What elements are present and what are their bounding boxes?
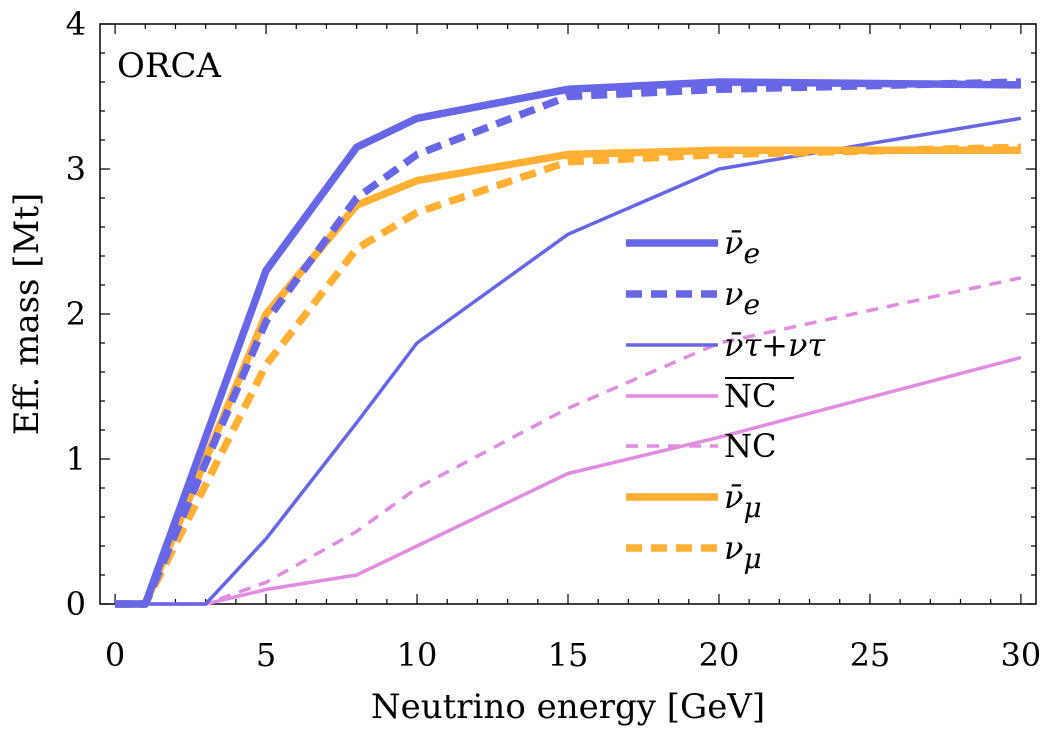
x-tick-label: 0 [105, 636, 125, 674]
legend-label: νe [724, 275, 760, 321]
legend-label: ν̄τ+ντ [724, 326, 826, 364]
y-tick-label: 4 [66, 5, 86, 43]
axis-ticks: 0 5 10 15 20 25 30 0 1 2 3 4 [66, 5, 1042, 674]
legend-label: ν̄μ [724, 478, 762, 524]
y-tick-label: 3 [66, 150, 86, 188]
legend-label: NC [724, 377, 776, 415]
y-tick-label: 2 [66, 295, 86, 333]
x-tick-label: 15 [548, 636, 589, 674]
x-tick-label: 25 [850, 636, 891, 674]
series-line [115, 355, 1022, 606]
legend: ν̄e νe ν̄τ+ντ NC NC ν̄μ νμ [626, 224, 826, 575]
y-axis-label: Eff. mass [Mt] [7, 193, 47, 436]
chart-title: ORCA [117, 46, 221, 86]
legend-label: NC [724, 427, 776, 465]
series-layer [115, 78, 1022, 608]
series-line [115, 146, 1021, 608]
x-tick-label: 5 [256, 636, 276, 674]
series-line [115, 78, 1021, 608]
series-line [115, 276, 1022, 606]
legend-label: ν̄e [724, 224, 760, 270]
series-line [115, 143, 1021, 608]
y-tick-label: 1 [66, 440, 86, 478]
x-axis-label: Neutrino energy [GeV] [371, 687, 765, 727]
legend-label: νμ [724, 529, 762, 575]
series-line [115, 116, 1022, 606]
x-tick-label: 30 [1001, 636, 1042, 674]
plot-frame [99, 23, 1037, 605]
x-tick-label: 10 [397, 636, 438, 674]
y-tick-label: 0 [66, 585, 86, 623]
x-tick-label: 20 [699, 636, 740, 674]
